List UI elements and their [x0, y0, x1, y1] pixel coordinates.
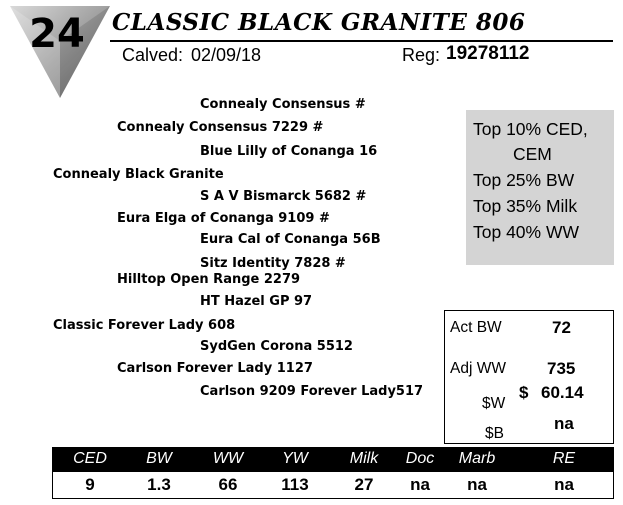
epd-value-doc: na: [410, 475, 430, 494]
epd-values-row: [52, 471, 614, 499]
pedigree-sire-dam-dam: Eura Cal of Conanga 56B: [200, 232, 381, 247]
calved-date: 02/09/18: [191, 45, 262, 65]
epd-header-marb: Marb: [458, 450, 496, 467]
epd-header-milk: Milk: [349, 450, 379, 467]
ranking-line: Top 25% BW: [473, 170, 575, 190]
pedigree-dam-dam-sire: SydGen Corona 5512: [200, 339, 353, 354]
epd-value-ww: 66: [218, 475, 238, 494]
pedigree-dam-sire-dam: HT Hazel GP 97: [200, 294, 313, 309]
lot-number: 24: [29, 11, 85, 57]
epd-table: CED BW WW YW Milk Doc Marb RE 9 1.3 66 1…: [52, 447, 614, 499]
pedigree-dam: Classic Forever Lady 608: [53, 318, 236, 333]
epd-header-ww: WW: [212, 450, 244, 467]
adj-ww-value: 735: [547, 359, 576, 378]
pedigree-sire-dam: Eura Elga of Conanga 9109 #: [117, 211, 330, 226]
epd-header-doc: Doc: [405, 450, 435, 467]
epd-ranking-box: Top 10% CED, CEM Top 25% BW Top 35% Milk…: [466, 110, 614, 265]
pedigree-dam-dam: Carlson Forever Lady 1127: [117, 361, 313, 376]
w-index-currency: $: [519, 383, 529, 402]
pedigree-sire-sire-sire: Connealy Consensus #: [200, 97, 366, 112]
pedigree-sire-sire-dam: Blue Lilly of Conanga 16: [200, 144, 378, 159]
pedigree-dam-sire: Hilltop Open Range 2279: [117, 272, 301, 287]
w-index-label: $W: [482, 395, 506, 412]
weights-box: Act BW 72 Adj WW 735 $W $ 60.14 $B na: [444, 310, 614, 444]
epd-value-yw: 113: [281, 475, 309, 494]
epd-value-milk: 27: [354, 475, 374, 494]
epd-header-yw: YW: [282, 450, 308, 467]
reg-number: 19278112: [446, 43, 530, 64]
b-index-value: na: [554, 414, 574, 433]
epd-header-ced: CED: [73, 450, 107, 467]
epd-value-marb: na: [467, 475, 487, 494]
act-bw-value: 72: [552, 318, 571, 337]
pedigree-sire: Connealy Black Granite: [53, 167, 224, 182]
pedigree-sire-dam-sire: S A V Bismarck 5682 #: [200, 189, 367, 204]
epd-header-bw: BW: [146, 450, 172, 467]
ranking-line: Top 10% CED,: [473, 119, 588, 139]
epd-value-bw: 1.3: [147, 475, 171, 494]
reg-label: Reg:: [402, 45, 441, 65]
ranking-line: Top 35% Milk: [473, 196, 578, 216]
epd-value-ced: 9: [85, 475, 95, 494]
pedigree-dam-sire-sire: Sitz Identity 7828 #: [200, 256, 346, 271]
epd-header-bar: [52, 447, 614, 471]
lot-triangle-badge: [10, 6, 110, 98]
ranking-line: CEM: [513, 144, 552, 164]
adj-ww-label: Adj WW: [450, 360, 506, 377]
act-bw-label: Act BW: [450, 319, 502, 336]
w-index-value: 60.14: [541, 383, 584, 402]
calved-label: Calved:: [122, 45, 184, 65]
epd-value-re: na: [554, 475, 574, 494]
pedigree-dam-dam-dam: Carlson 9209 Forever Lady517: [200, 384, 424, 399]
pedigree-sire-sire: Connealy Consensus 7229 #: [117, 120, 324, 135]
b-index-label: $B: [485, 425, 504, 442]
epd-header-re: RE: [552, 450, 576, 467]
animal-name: CLASSIC BLACK GRANITE 806: [112, 9, 526, 36]
title-underline: [110, 40, 613, 42]
ranking-line: Top 40% WW: [473, 222, 579, 242]
